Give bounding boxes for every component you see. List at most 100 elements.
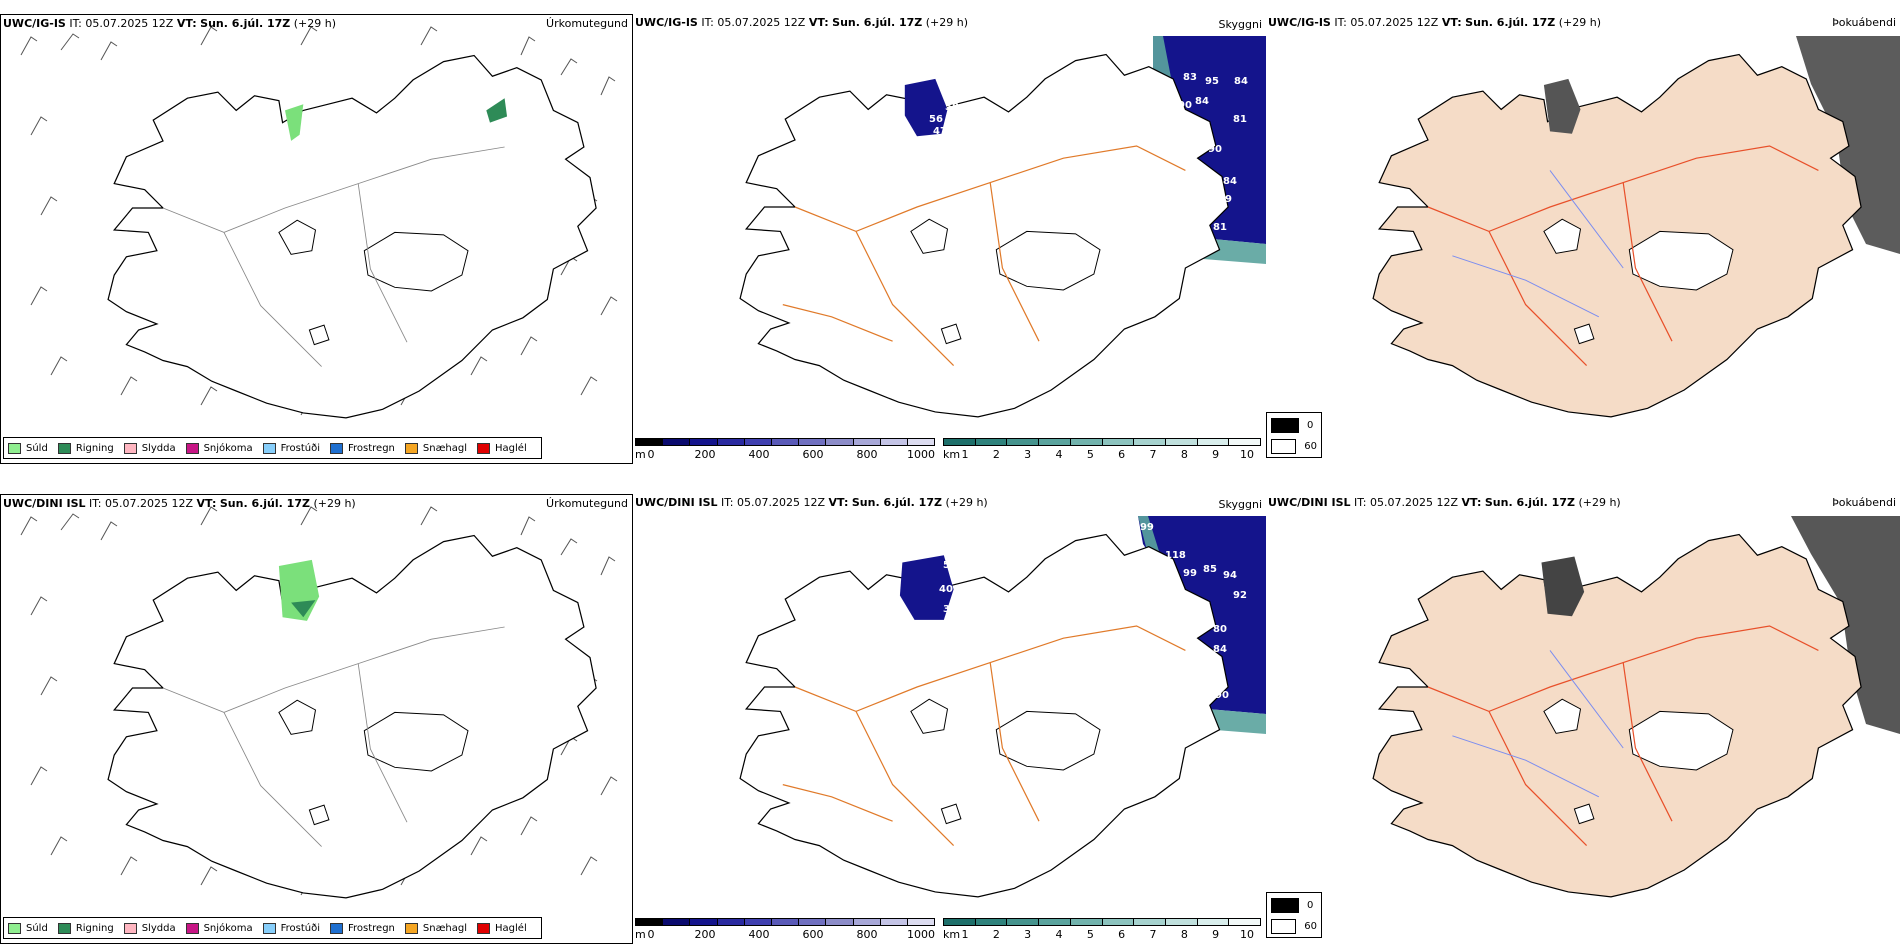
precip-legend-item: Haglél bbox=[477, 922, 527, 934]
fog-legend: 0 60 bbox=[1266, 892, 1322, 938]
cloudbase-value-label: 38 bbox=[943, 604, 957, 615]
legend-swatch bbox=[185, 922, 199, 934]
colorbar-strip bbox=[943, 918, 1261, 926]
colorbar-tick-label: 10 bbox=[1240, 928, 1254, 941]
visibility-value-label: 95 bbox=[1205, 76, 1219, 87]
visibility-panel-row2: UWC/DINI ISL IT: 05.07.2025 12Z VT: Sun.… bbox=[633, 494, 1266, 944]
fog-panel-row1: UWC/IG-IS IT: 05.07.2025 12Z VT: Sun. 6.… bbox=[1266, 14, 1900, 464]
colorbar-segment bbox=[771, 919, 800, 925]
fog-legend-item: 0 bbox=[1271, 416, 1317, 434]
legend-swatch bbox=[262, 442, 276, 454]
panel-title: Skyggni bbox=[1218, 498, 1262, 511]
legend-label: 0 bbox=[1307, 419, 1314, 431]
colorbar-tick-label: 9 bbox=[1212, 928, 1220, 941]
colorbar-segment bbox=[1007, 919, 1040, 925]
visibility-value-label: 85 bbox=[1203, 564, 1217, 575]
visibility-value-label: 79 bbox=[1218, 194, 1232, 205]
colorbar-segment bbox=[663, 439, 691, 445]
legend-label: Slydda bbox=[141, 442, 176, 454]
precip-legend-item: Snjókoma bbox=[185, 922, 253, 934]
visibility-value-label: 81 bbox=[1233, 114, 1247, 125]
colorbar-tick-label: 8 bbox=[1180, 928, 1188, 941]
colorbar-segment bbox=[944, 919, 976, 925]
run-header: UWC/DINI ISL IT: 05.07.2025 12Z VT: Sun.… bbox=[3, 497, 356, 510]
run-header: UWC/IG-IS IT: 05.07.2025 12Z VT: Sun. 6.… bbox=[635, 16, 969, 29]
precip-legend-item: Frostúði bbox=[262, 922, 320, 934]
precip-legend-item: Súld bbox=[8, 442, 48, 454]
legend-label: 60 bbox=[1304, 440, 1317, 452]
legend-swatch bbox=[1271, 438, 1297, 454]
precip-legend-item: Snjókoma bbox=[185, 442, 253, 454]
run-header: UWC/DINI ISL IT: 05.07.2025 12Z VT: Sun.… bbox=[1268, 496, 1621, 509]
visibility-value-label: 84 bbox=[1234, 76, 1248, 87]
fog-panel-row2: UWC/DINI ISL IT: 05.07.2025 12Z VT: Sun.… bbox=[1266, 494, 1900, 944]
visibility-value-label: 81 bbox=[1213, 222, 1227, 233]
visibility-value-label: 84 bbox=[1195, 96, 1209, 107]
precip-legend-item: Frostregn bbox=[330, 442, 395, 454]
cloudbase-value-label: 57 bbox=[1021, 556, 1035, 567]
colorbar-tick-label: 3 bbox=[1024, 928, 1032, 941]
colorbar-tick-label: 600 bbox=[802, 448, 824, 461]
precip-map-row2 bbox=[20, 506, 618, 899]
visibility-value-label: 86 bbox=[1173, 120, 1187, 131]
colorbar-segment bbox=[1229, 919, 1261, 925]
colorbar-tick-label: 800 bbox=[856, 448, 878, 461]
legend-swatch bbox=[185, 442, 199, 454]
legend-swatch bbox=[57, 442, 71, 454]
colorbar-segment bbox=[975, 919, 1008, 925]
colorbar-segment bbox=[744, 439, 772, 445]
colorbar-segment bbox=[717, 439, 745, 445]
legend-label: Rigning bbox=[75, 442, 114, 454]
colorbar-segment bbox=[1070, 439, 1103, 445]
visibility-colorbar: km 1 2 3 4 5 6 7 8 9 10 bbox=[943, 918, 1261, 942]
colorbar-segment bbox=[826, 919, 854, 925]
panel-title: Úrkomutegund bbox=[546, 497, 628, 510]
visibility-value-label: 24 bbox=[1157, 564, 1171, 575]
colorbar-unit: m bbox=[635, 928, 646, 941]
visibility-value-label: 90 bbox=[1178, 100, 1192, 111]
visibility-value-label: 118 bbox=[1165, 550, 1186, 561]
legend-swatch bbox=[1271, 897, 1299, 913]
colorbar-tick-label: 5 bbox=[1086, 448, 1094, 461]
precip-legend-item: Súld bbox=[8, 922, 48, 934]
precip-panel-row2: UWC/DINI ISL IT: 05.07.2025 12Z VT: Sun.… bbox=[0, 494, 633, 944]
visibility-value-label: 94 bbox=[1223, 570, 1237, 581]
precip-legend-item: Snæhagl bbox=[404, 922, 467, 934]
legend-label: Snæhagl bbox=[422, 442, 468, 454]
legend-swatch bbox=[477, 442, 491, 454]
run-header: UWC/IG-IS IT: 05.07.2025 12Z VT: Sun. 6.… bbox=[3, 17, 337, 30]
colorbar-tick-label: 4 bbox=[1055, 448, 1063, 461]
cloudbase-value-label: 60 bbox=[979, 560, 993, 571]
colorbar-tick-label: 200 bbox=[694, 448, 716, 461]
fog-legend-item: 0 bbox=[1271, 896, 1317, 914]
colorbar-segment bbox=[771, 439, 800, 445]
colorbar-segment bbox=[1197, 439, 1230, 445]
legend-swatch bbox=[123, 922, 137, 934]
cloudbase-value-label: 58 bbox=[945, 102, 959, 113]
legend-label: Frostúði bbox=[280, 922, 320, 934]
colorbar-tick-label: 8 bbox=[1180, 448, 1188, 461]
precip-legend-item: Frostregn bbox=[330, 922, 395, 934]
legend-swatch bbox=[404, 922, 418, 934]
precip-legend-item: Slydda bbox=[123, 922, 176, 934]
legend-label: Haglél bbox=[495, 442, 527, 454]
precip-legend-item: Rigning bbox=[57, 442, 114, 454]
fog-map-row1 bbox=[1372, 36, 1900, 418]
colorbar-tick-label: 6 bbox=[1118, 448, 1126, 461]
colorbar-strip bbox=[943, 438, 1261, 446]
legend-label: Súld bbox=[26, 922, 48, 934]
colorbar-tick-label: 0 bbox=[647, 928, 655, 941]
legend-swatch bbox=[330, 442, 343, 454]
visibility-value-label: 499 bbox=[1133, 522, 1154, 533]
visibility-value-label: 98 bbox=[1173, 590, 1187, 601]
colorbar-segment bbox=[1134, 919, 1166, 925]
colorbar-segment bbox=[799, 919, 827, 925]
colorbar-segment bbox=[744, 919, 772, 925]
legend-swatch bbox=[262, 922, 276, 934]
precip-legend-item: Frostúði bbox=[262, 442, 320, 454]
colorbar-tick-label: 0 bbox=[647, 448, 655, 461]
precip-legend: Súld Rigning Slydda Snjókoma Frostúði Frostre… bbox=[3, 437, 542, 459]
colorbar-segment bbox=[975, 439, 1008, 445]
colorbar-tick-label: 2 bbox=[992, 448, 1000, 461]
colorbar-tick-label: 1000 bbox=[907, 448, 935, 461]
